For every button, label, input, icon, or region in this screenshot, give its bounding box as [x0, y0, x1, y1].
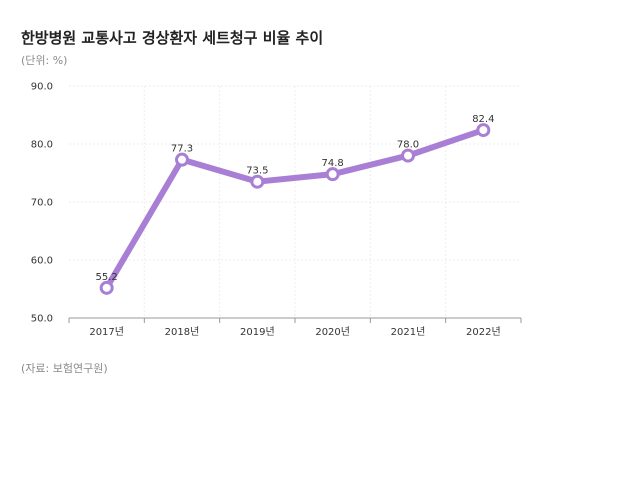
- data-point: [476, 123, 491, 138]
- series-line: [103, 127, 487, 291]
- y-tick-label: 90.0: [31, 82, 53, 93]
- x-tick-label: 2022년: [466, 326, 501, 338]
- grid-lines: [69, 85, 521, 318]
- data-label: 55.2: [96, 272, 118, 283]
- y-tick-label: 50.0: [31, 314, 53, 325]
- data-label: 82.4: [472, 114, 494, 125]
- data-point: [401, 148, 415, 163]
- data-point: [175, 152, 189, 167]
- data-label: 74.8: [322, 158, 344, 169]
- x-tick-label: 2017년: [89, 326, 124, 338]
- unit-note: (단위: %): [21, 54, 68, 67]
- x-tick-label: 2020년: [315, 326, 350, 338]
- data-point: [99, 280, 114, 295]
- y-tick-label: 80.0: [31, 140, 53, 151]
- data-point: [325, 167, 340, 182]
- series-layer: [99, 123, 491, 295]
- data-point: [250, 174, 265, 189]
- data-label: 77.3: [171, 144, 193, 155]
- y-tick-label: 60.0: [31, 256, 53, 267]
- data-label: 78.0: [397, 140, 419, 151]
- data-labels: 55.2 77.3 73.5 74.8 78.0 82.4: [96, 114, 495, 283]
- axes: 50.0 60.0 70.0 80.0 90.0 2017년 2018년 2019년 2020년…: [31, 82, 522, 338]
- y-tick-label: 70.0: [31, 198, 53, 209]
- x-tick-label: 2019년: [240, 326, 275, 338]
- source-note: (자료: 보험연구원): [21, 362, 108, 375]
- x-tick-label: 2018년: [165, 326, 200, 338]
- data-label: 73.5: [246, 166, 268, 177]
- chart-title: 한방병원 교통사고 경상환자 세트청구 비율 추이: [21, 29, 324, 47]
- x-tick-label: 2021년: [391, 326, 426, 338]
